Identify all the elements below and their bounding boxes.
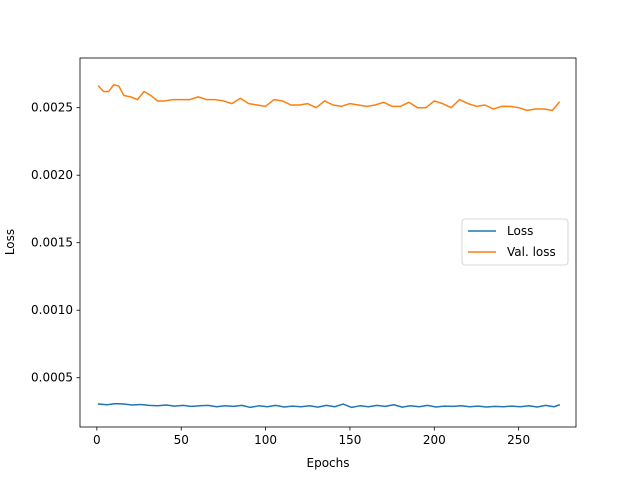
y-tick-label: 0.0005	[31, 371, 73, 385]
x-axis-label: Epochs	[307, 456, 350, 470]
y-tick-label: 0.0020	[31, 168, 73, 182]
x-tick-label: 50	[174, 433, 189, 447]
series-layer	[97, 83, 561, 409]
series-line-val-loss	[97, 83, 561, 112]
y-axis-ticks: 0.0005 0.0010 0.0015 0.0020 0.0025	[31, 101, 80, 385]
x-tick-label: 100	[254, 433, 277, 447]
y-axis-label: Loss	[3, 229, 17, 255]
x-tick-label: 0	[93, 433, 101, 447]
x-tick-label: 150	[338, 433, 361, 447]
x-tick-label: 200	[423, 433, 446, 447]
y-tick-label: 0.0015	[31, 236, 73, 250]
x-axis-ticks: 0 50 100 150 200 250	[93, 427, 530, 447]
y-tick-label: 0.0010	[31, 303, 73, 317]
series-line-loss	[97, 402, 561, 409]
x-tick-label: 250	[507, 433, 530, 447]
legend-label-loss: Loss	[507, 224, 533, 238]
legend-label-val-loss: Val. loss	[507, 245, 556, 259]
legend: Loss Val. loss	[461, 218, 569, 266]
y-tick-label: 0.0025	[31, 101, 73, 115]
